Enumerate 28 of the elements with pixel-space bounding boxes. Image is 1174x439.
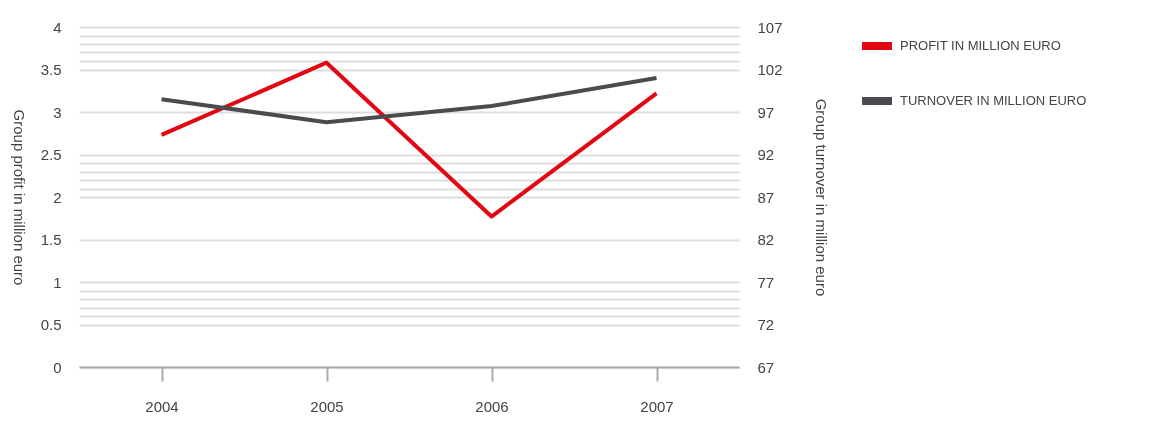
y-tick-label: 1 bbox=[53, 273, 62, 291]
y2-axis-title: Group turnover in million euro bbox=[812, 98, 830, 297]
y2-tick-label: 97 bbox=[757, 103, 775, 121]
y-tick-label: 0 bbox=[53, 358, 62, 376]
legend-label: TURNOVER IN MILLION EURO bbox=[900, 93, 1087, 108]
y-tick-label: 3 bbox=[53, 103, 62, 121]
y2-tick-label: 102 bbox=[757, 61, 783, 78]
y2-tick-label: 82 bbox=[757, 231, 775, 248]
legend-label: PROFIT IN MILLION EURO bbox=[900, 38, 1061, 53]
x-tick-label: 2006 bbox=[475, 397, 509, 415]
x-tick-label: 2004 bbox=[145, 397, 179, 415]
x-tick-label: 2005 bbox=[310, 397, 344, 415]
y-tick-label: 1.5 bbox=[40, 231, 62, 248]
y-axis-title: Group profit in million euro bbox=[10, 109, 28, 286]
y2-tick-label: 92 bbox=[757, 146, 775, 163]
y-tick-label: 0.5 bbox=[40, 316, 62, 333]
y2-tick-label: 67 bbox=[757, 358, 775, 376]
y2-tick-label: 107 bbox=[757, 18, 783, 36]
y-tick-label: 2 bbox=[53, 188, 62, 206]
line-series bbox=[159, 60, 659, 219]
y-tick-label: 3.5 bbox=[40, 61, 62, 78]
y2-tick-label: 87 bbox=[757, 188, 775, 206]
y-tick-label: 2.5 bbox=[40, 146, 62, 163]
y-tick-label: 4 bbox=[53, 18, 62, 36]
line-series bbox=[159, 76, 659, 125]
y2-tick-label: 77 bbox=[757, 273, 775, 291]
x-tick-label: 2007 bbox=[640, 397, 674, 415]
y2-tick-label: 72 bbox=[757, 316, 775, 333]
